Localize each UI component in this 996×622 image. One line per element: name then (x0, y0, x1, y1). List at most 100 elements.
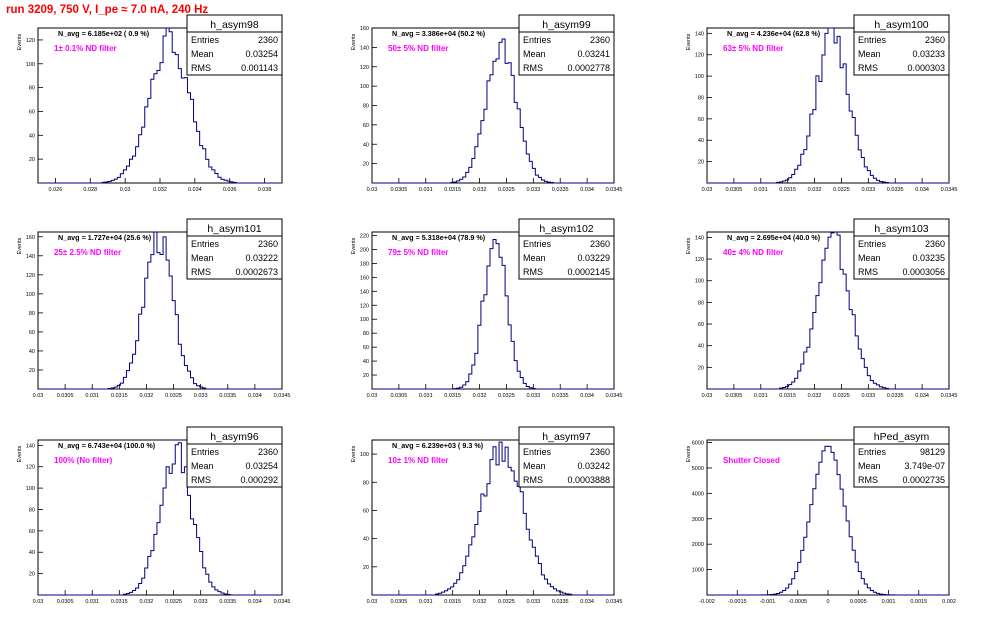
x-tick-label: 0.031 (85, 393, 99, 399)
stats-value: 2360 (590, 447, 610, 457)
x-tick-label: 0.0315 (444, 599, 461, 605)
y-tick-label: 140 (695, 235, 704, 241)
histogram-panel-h_asym97: 20 40 60 80 100 0.03 0.0305 0.031 0.0315 0.032 0.0… (351, 426, 622, 605)
stats-title: h_asym97 (542, 431, 591, 443)
x-tick-label: 0.028 (83, 187, 97, 193)
stats-key: Mean (858, 253, 881, 263)
stats-value: 2360 (590, 35, 610, 45)
x-tick-label: 0.03 (367, 393, 378, 399)
x-tick-label: 0.026 (49, 187, 63, 193)
filter-label: 10± 1% ND filter (388, 456, 448, 465)
y-tick-label: 160 (360, 275, 369, 281)
x-tick-label: 0.03 (702, 393, 713, 399)
x-tick-label: 0.032 (140, 393, 154, 399)
stats-value: 0.03235 (912, 253, 945, 263)
histogram-panel-h_asym99: 20 40 60 80 100 120 140 160 0.03 0.0305 0.031 0.031… (351, 14, 622, 193)
stats-box (853, 218, 950, 280)
x-tick-label: 0.033 (526, 599, 540, 605)
x-tick-label: 0.033 (526, 187, 540, 193)
x-tick-label: 0.0335 (219, 393, 236, 399)
x-tick-label: 0.031 (419, 393, 433, 399)
stats-key: RMS (191, 63, 211, 73)
stats-value: 0.03254 (245, 49, 278, 59)
stats-value: 0.03242 (577, 461, 610, 471)
y-tick-label: 20 (698, 365, 704, 371)
x-tick-label: 0.034 (248, 393, 262, 399)
y-tick-label: 80 (363, 331, 369, 337)
y-axis-title: Events (351, 237, 357, 254)
x-tick-label: 0.0325 (498, 393, 515, 399)
y-tick-label: 80 (698, 300, 704, 306)
x-tick-label: 0.0005 (850, 599, 867, 605)
stats-value: 0.03233 (912, 49, 945, 59)
y-tick-label: 120 (26, 465, 35, 471)
y-tick-label: 120 (695, 53, 704, 59)
y-tick-label: 140 (695, 31, 704, 37)
x-tick-label: 0.033 (861, 187, 875, 193)
stats-key: Mean (191, 49, 214, 59)
stats-key: RMS (858, 63, 878, 73)
stats-title: h_asym103 (874, 223, 928, 235)
y-tick-label: 20 (363, 373, 369, 379)
stats-key: RMS (858, 267, 878, 277)
x-tick-label: 0.0335 (887, 393, 904, 399)
x-tick-label: 0.03 (367, 187, 378, 193)
stats-value: 2360 (258, 239, 278, 249)
y-axis-title: Events (686, 237, 692, 254)
stats-key: Entries (523, 447, 552, 457)
stats-value: 0.0002145 (567, 267, 610, 277)
y-tick-label: 6000 (692, 441, 704, 447)
x-tick-label: 0.032 (473, 393, 487, 399)
histogram-bars (372, 238, 614, 390)
y-tick-label: 80 (698, 95, 704, 101)
y-tick-label: 3000 (692, 517, 704, 523)
filter-label: 50± 5% ND filter (388, 44, 448, 53)
x-tick-label: 0.031 (419, 187, 433, 193)
y-tick-label: 80 (29, 311, 35, 317)
stats-key: RMS (191, 267, 211, 277)
x-tick-label: 0.0305 (725, 187, 742, 193)
stats-key: RMS (191, 475, 211, 485)
stats-value: 2360 (590, 239, 610, 249)
x-tick-label: 0.031 (754, 187, 768, 193)
stats-key: Entries (523, 239, 552, 249)
x-tick-label: 0.0335 (552, 393, 569, 399)
x-tick-label: 0.0345 (274, 599, 291, 605)
navg-label: N_avg = 2.695e+04 (40.0 %) (727, 233, 821, 242)
x-tick-label: 0.038 (258, 187, 272, 193)
x-tick-label: 0.0345 (941, 393, 958, 399)
x-tick-label: 0.033 (194, 393, 208, 399)
navg-label: N_avg = 6.743e+04 (100.0 %) (58, 441, 156, 450)
stats-title: h_asym102 (539, 223, 593, 235)
filter-label: 40± 4% ND filter (723, 248, 783, 257)
y-tick-label: 100 (360, 317, 369, 323)
stats-key: Mean (523, 253, 546, 263)
y-tick-label: 40 (698, 138, 704, 144)
stats-key: Entries (191, 239, 220, 249)
histogram-bars (707, 445, 949, 596)
x-tick-label: 0.0015 (910, 599, 927, 605)
plot-frame (371, 439, 615, 596)
navg-label: N_avg = 6.185e+02 ( 0.9 %) (58, 29, 150, 38)
navg-label: N_avg = 6.239e+03 ( 9.3 %) (392, 441, 484, 450)
y-tick-label: 20 (29, 572, 35, 578)
y-tick-label: 140 (360, 45, 369, 51)
x-tick-label: 0.0305 (57, 599, 74, 605)
stats-key: Mean (191, 253, 214, 263)
histogram-bars (38, 231, 282, 390)
stats-key: Entries (858, 239, 887, 249)
histogram-panel-h_asym98: 20 40 60 80 100 120 0.026 0.028 0.03 0.032 0.034 0.… (17, 14, 283, 193)
x-tick-label: 0.032 (153, 187, 167, 193)
x-tick-label: 0.0305 (725, 393, 742, 399)
y-tick-label: 220 (360, 233, 369, 239)
plot-frame (706, 231, 950, 390)
y-tick-label: 60 (29, 330, 35, 336)
stats-value: 0.03254 (245, 461, 278, 471)
stats-value: 0.0003056 (902, 267, 945, 277)
y-tick-label: 100 (360, 452, 369, 458)
stats-title: h_asym100 (874, 19, 928, 31)
stats-title: h_asym99 (542, 19, 591, 31)
stats-box (186, 14, 283, 76)
histogram-bars (707, 231, 949, 390)
histogram-bars (707, 27, 949, 184)
